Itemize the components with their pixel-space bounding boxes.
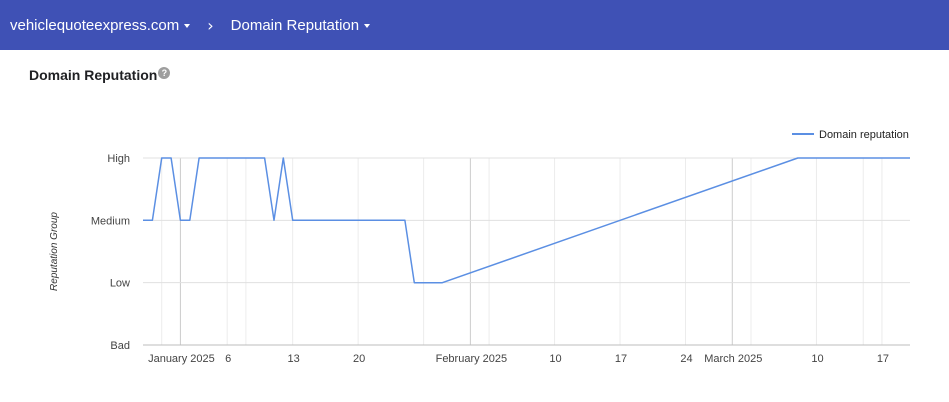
domain-selector[interactable]: vehiclequoteexpress.com: [10, 16, 191, 34]
x-tick-label: 24: [680, 353, 692, 365]
x-tick-label: 6: [225, 353, 231, 365]
y-axis-title: Reputation Group: [49, 212, 60, 291]
y-tick-label: Low: [110, 278, 130, 290]
legend-label: Domain reputation: [819, 129, 909, 141]
x-tick-label: 20: [353, 353, 365, 365]
chevron-down-icon: [184, 24, 191, 28]
section-selector-label: Domain Reputation: [230, 16, 360, 34]
reputation-chart: Bad Low Medium High Reputation Group January …: [0, 100, 949, 390]
x-tick-label: 10: [811, 353, 823, 365]
page-title: Domain Reputation: [29, 67, 158, 83]
reputation-chart-svg: Bad Low Medium High Reputation Group January …: [49, 129, 910, 365]
domain-selector-label: vehiclequoteexpress.com: [10, 16, 180, 34]
x-tick-label: 13: [288, 353, 300, 365]
x-tick-label: January 2025: [148, 353, 215, 365]
x-tick-label: 10: [549, 353, 561, 365]
y-tick-label: High: [107, 153, 130, 165]
x-tick-label: February 2025: [436, 353, 508, 365]
page-title-row: Domain Reputation ?: [29, 65, 171, 85]
top-app-bar: vehiclequoteexpress.com › Domain Reputat…: [0, 0, 949, 50]
y-tick-label: Medium: [91, 215, 130, 227]
x-tick-label: 17: [615, 353, 627, 365]
breadcrumb-separator: ›: [207, 15, 214, 35]
chevron-down-icon: [364, 24, 371, 28]
x-tick-label: 17: [877, 353, 889, 365]
y-tick-label: Bad: [110, 340, 130, 352]
section-selector[interactable]: Domain Reputation: [230, 16, 371, 34]
series-line-domain-reputation: [143, 157, 910, 284]
help-icon[interactable]: ?: [158, 67, 171, 79]
x-tick-label: March 2025: [704, 353, 762, 365]
